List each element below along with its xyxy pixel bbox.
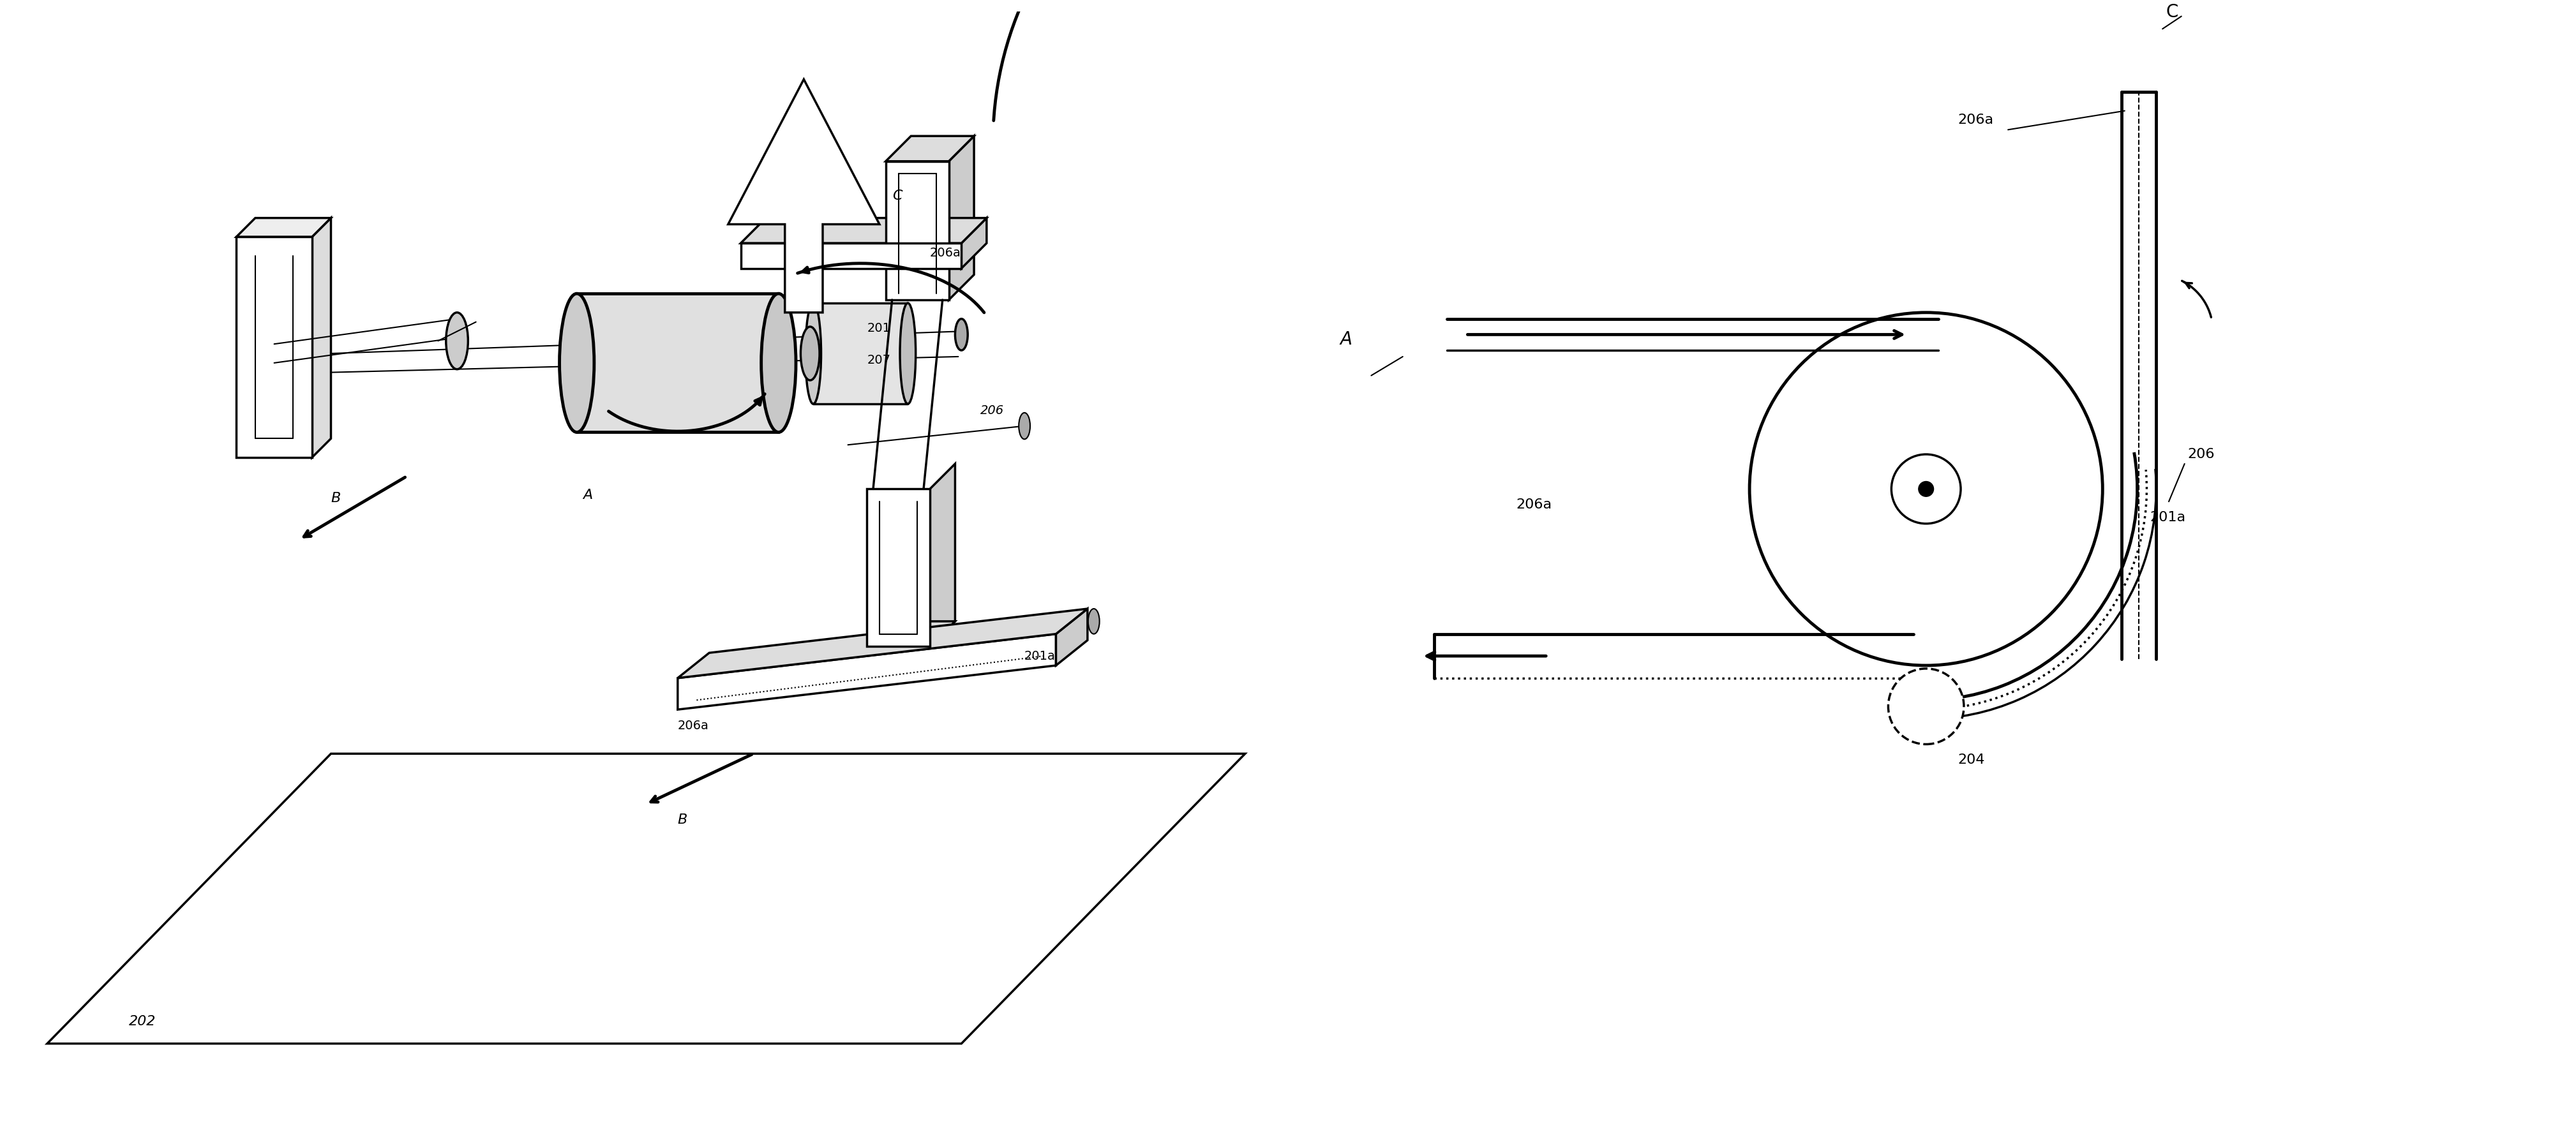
- Text: 206a: 206a: [930, 247, 961, 259]
- Polygon shape: [961, 219, 987, 269]
- Polygon shape: [677, 609, 1087, 678]
- Ellipse shape: [806, 304, 822, 405]
- Text: C: C: [891, 189, 902, 202]
- Polygon shape: [948, 137, 974, 300]
- Ellipse shape: [801, 327, 819, 381]
- Text: 206: 206: [979, 405, 1005, 416]
- Circle shape: [1749, 313, 2102, 666]
- Ellipse shape: [559, 294, 595, 433]
- Ellipse shape: [1087, 609, 1100, 634]
- Polygon shape: [886, 161, 948, 300]
- Polygon shape: [677, 634, 1056, 710]
- Text: B: B: [677, 813, 688, 826]
- Ellipse shape: [956, 319, 969, 351]
- Polygon shape: [739, 243, 961, 269]
- Polygon shape: [729, 80, 878, 313]
- Text: 201: 201: [866, 323, 891, 334]
- Text: C: C: [2164, 3, 2177, 20]
- Text: 201a: 201a: [1025, 650, 1056, 663]
- Polygon shape: [1056, 609, 1087, 666]
- Text: 206a: 206a: [1515, 498, 1551, 511]
- Ellipse shape: [899, 304, 914, 405]
- Ellipse shape: [446, 313, 469, 370]
- Ellipse shape: [760, 294, 796, 433]
- Polygon shape: [237, 219, 330, 238]
- Text: 207: 207: [866, 354, 891, 365]
- Text: 206a: 206a: [677, 720, 708, 731]
- Polygon shape: [814, 304, 907, 405]
- Text: 202: 202: [129, 1015, 157, 1027]
- Polygon shape: [312, 219, 330, 457]
- Polygon shape: [46, 754, 1244, 1044]
- Circle shape: [1919, 482, 1932, 497]
- Polygon shape: [866, 490, 930, 647]
- Text: 206a: 206a: [1958, 114, 1994, 127]
- Polygon shape: [886, 137, 974, 161]
- Polygon shape: [739, 219, 987, 243]
- Text: A: A: [582, 489, 592, 501]
- Text: 201: 201: [1788, 428, 1814, 442]
- Text: 204: 204: [1958, 753, 1984, 766]
- Polygon shape: [930, 464, 956, 647]
- Ellipse shape: [1018, 414, 1030, 439]
- Polygon shape: [577, 294, 778, 433]
- Text: 201a: 201a: [2148, 511, 2184, 524]
- Circle shape: [1891, 455, 1960, 524]
- Text: 206: 206: [2187, 447, 2215, 461]
- Circle shape: [1888, 669, 1963, 744]
- Text: A: A: [1340, 331, 1352, 349]
- Text: B: B: [330, 492, 340, 504]
- Polygon shape: [237, 238, 312, 457]
- Polygon shape: [866, 622, 956, 647]
